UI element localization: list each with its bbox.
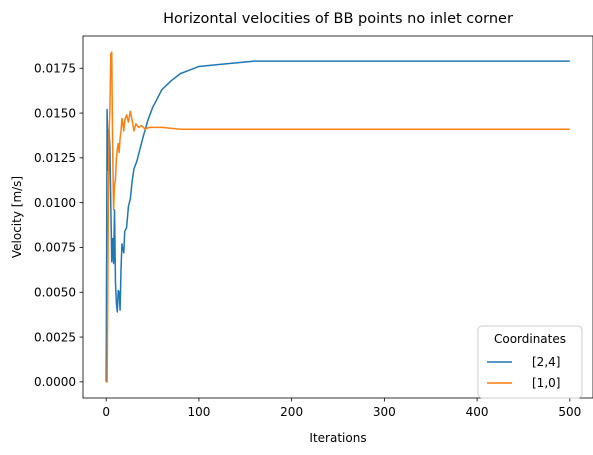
y-tick-label: 0.0150 <box>34 106 76 120</box>
y-axis-ticks: 0.0000 0.0025 0.0050 0.0075 0.0100 0.0125 0.01… <box>34 61 83 389</box>
legend-title: Coordinates <box>494 332 566 346</box>
x-tick-label: 500 <box>558 405 581 419</box>
x-axis-label: Iterations <box>309 431 366 445</box>
y-tick-label: 0.0175 <box>34 61 76 75</box>
x-axis-ticks: 0 100 200 300 400 500 <box>102 398 581 419</box>
legend-label-series-1: [2,4] <box>532 355 560 369</box>
y-tick-label: 0.0000 <box>34 375 76 389</box>
x-tick-label: 0 <box>102 405 110 419</box>
plot-frame <box>82 35 593 399</box>
y-tick-label: 0.0025 <box>34 330 76 344</box>
y-tick-label: 0.0125 <box>34 151 76 165</box>
legend: Coordinates [2,4] [1,0] <box>477 325 583 399</box>
series-line-1 <box>105 60 570 382</box>
x-tick-label: 300 <box>373 405 396 419</box>
chart-title: Horizontal velocities of BB points no in… <box>163 11 513 27</box>
series-line-2 <box>106 51 570 383</box>
plot-lines <box>105 51 570 383</box>
x-tick-label: 100 <box>187 405 210 419</box>
legend-label-series-2: [1,0] <box>532 376 560 390</box>
y-tick-label: 0.0050 <box>34 285 76 299</box>
y-axis-label: Velocity [m/s] <box>10 176 24 258</box>
y-tick-label: 0.0075 <box>34 241 76 255</box>
y-tick-label: 0.0100 <box>34 196 76 210</box>
x-tick-label: 400 <box>466 405 489 419</box>
x-tick-label: 200 <box>280 405 303 419</box>
legend-box <box>477 325 583 399</box>
